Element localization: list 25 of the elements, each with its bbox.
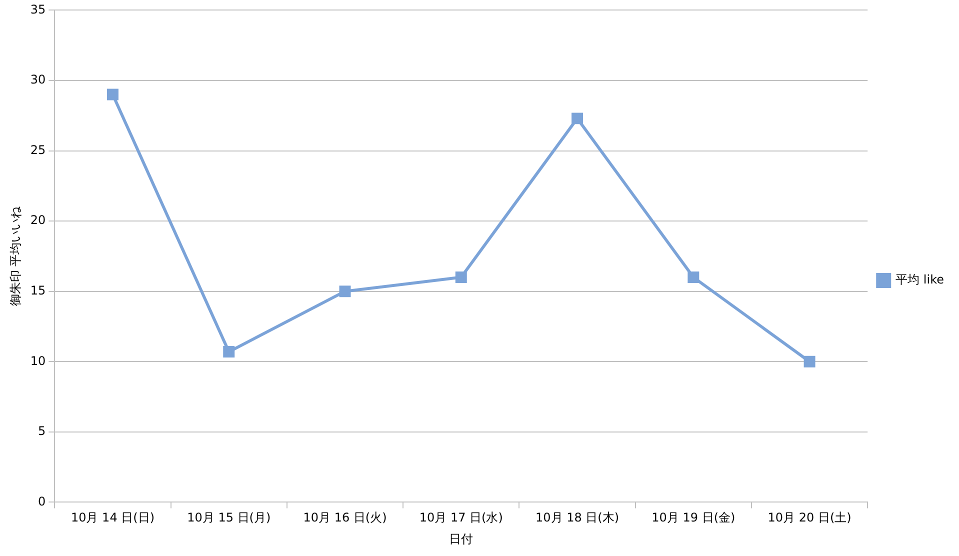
x-tick-label: 10月 15 日(月) <box>187 510 271 525</box>
x-tick-label: 10月 14 日(日) <box>70 510 155 525</box>
point <box>223 346 235 358</box>
y-axis-title: 御朱印 平均いいね <box>8 205 22 306</box>
point <box>688 272 700 284</box>
point <box>106 88 118 100</box>
y-tick-label: 20 <box>30 213 46 228</box>
x-tick-label: 10月 19 日(金) <box>652 510 736 525</box>
point <box>339 286 351 298</box>
y-tick-label: 25 <box>30 142 46 157</box>
y-tick-label: 10 <box>30 354 46 368</box>
y-tick-label: 30 <box>30 72 46 87</box>
point <box>455 272 467 284</box>
y-tick-label: 5 <box>38 424 46 438</box>
x-axis-title: 日付 <box>449 532 474 546</box>
x-tick-label: 10月 18 日(木) <box>536 510 620 525</box>
legend-label: 平均 like <box>896 272 944 287</box>
point <box>804 356 816 368</box>
x-tick-label: 10月 20 日(土) <box>768 510 852 525</box>
x-tick-label: 10月 16 日(火) <box>303 510 387 525</box>
y-tick-label: 15 <box>30 283 46 298</box>
point <box>572 112 584 124</box>
y-tick-label: 0 <box>38 494 46 508</box>
y-tick-label: 35 <box>30 2 46 16</box>
x-tick-label: 10月 17 日(水) <box>419 510 503 525</box>
